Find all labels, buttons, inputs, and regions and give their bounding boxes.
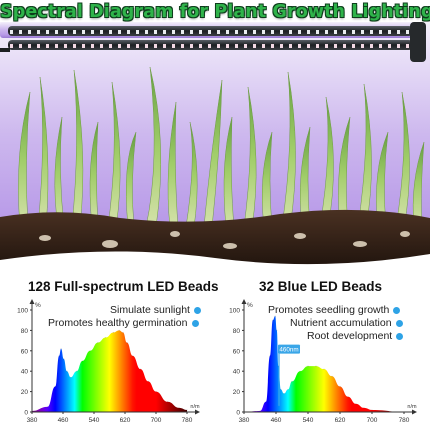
- data-point: [259, 410, 261, 412]
- data-point: [283, 393, 285, 395]
- bullet-dot-icon: [191, 319, 199, 327]
- led-light-bars: [0, 22, 426, 62]
- x-tick-label: 780: [182, 417, 193, 424]
- y-tick-label: 0: [236, 410, 240, 417]
- bullet-dot-icon: [393, 306, 401, 314]
- seedlings: [18, 66, 425, 228]
- note-text: Promotes seedling growth: [268, 304, 390, 316]
- y-tick-label: 20: [21, 389, 29, 396]
- x-tick-label: 460: [271, 417, 282, 424]
- data-point: [58, 355, 60, 357]
- data-point: [60, 348, 62, 350]
- x-tick-label: 380: [27, 417, 38, 424]
- bullet-dot-icon: [395, 319, 403, 327]
- data-point: [89, 350, 91, 352]
- panel-2-title: 32 Blue LED Beads: [259, 279, 383, 294]
- y-tick-label: 20: [233, 389, 241, 396]
- data-point: [307, 365, 309, 367]
- data-point: [46, 406, 49, 408]
- y-tick-label: 40: [21, 369, 29, 376]
- data-point: [272, 319, 274, 321]
- page-title: Spectral Diagram for Plant Growth Lighti…: [0, 2, 430, 22]
- data-point: [331, 375, 333, 377]
- data-point: [139, 368, 142, 370]
- data-point: [363, 407, 365, 409]
- data-point: [70, 376, 72, 378]
- data-point: [371, 409, 373, 411]
- data-point: [75, 370, 78, 372]
- y-tick-label: 100: [229, 308, 240, 315]
- x-tick-label: 460: [58, 417, 69, 424]
- data-point: [155, 391, 157, 393]
- x-tick-label: 700: [367, 417, 378, 424]
- marker-label: 460nm: [279, 346, 298, 353]
- data-point: [126, 342, 128, 344]
- note-text: Nutrient accumulation: [290, 317, 392, 329]
- data-point: [299, 370, 301, 372]
- data-point: [280, 388, 282, 391]
- data-point: [66, 370, 68, 372]
- data-point: [118, 329, 120, 331]
- data-point: [315, 365, 317, 367]
- wave-divider: [0, 251, 430, 272]
- plant-growth-photo: [0, 22, 430, 272]
- note-text: Simulate sunlight: [110, 304, 190, 316]
- y-axis-label: %: [35, 302, 41, 309]
- x-tick-label: 540: [89, 417, 100, 424]
- full-spectrum-chart: 0 20 40 60 80 100 380 460 540 620 700 780% n/m: [17, 299, 200, 424]
- data-point: [186, 409, 188, 411]
- x-tick-label: 540: [303, 417, 314, 424]
- data-point: [347, 396, 349, 398]
- note-nutrient: Nutrient accumulation: [290, 317, 403, 329]
- note-root: Root development: [307, 330, 404, 342]
- data-point: [274, 315, 276, 317]
- data-point: [269, 355, 271, 357]
- y-axis-label: %: [247, 302, 253, 309]
- x-tick-label: 780: [399, 417, 410, 424]
- y-tick-label: 0: [24, 410, 28, 417]
- data-point: [355, 403, 357, 405]
- data-point: [323, 368, 325, 370]
- marker-badge: [278, 344, 300, 354]
- data-point: [81, 360, 83, 362]
- note-germination: Promotes healthy germination: [48, 317, 199, 329]
- x-tick-label: 620: [120, 417, 131, 424]
- note-seedling-growth: Promotes seedling growth: [268, 304, 401, 316]
- note-text: Promotes healthy germination: [48, 317, 188, 329]
- data-point: [339, 385, 341, 388]
- bullet-dot-icon: [396, 332, 404, 340]
- note-simulate-sunlight: Simulate sunlight: [110, 304, 201, 316]
- note-text: Root development: [307, 330, 393, 342]
- blue-spectrum-chart: 0 20 40 60 80 100 380 460 540 620 700 780% n/m 460nm: [229, 299, 417, 424]
- data-point: [276, 329, 278, 331]
- data-point: [97, 342, 99, 344]
- data-point: [112, 331, 114, 334]
- y-tick-label: 60: [21, 348, 29, 355]
- y-tick-label: 80: [233, 328, 241, 335]
- data-point: [63, 358, 65, 360]
- data-point: [105, 336, 107, 339]
- data-point: [122, 331, 124, 334]
- x-tick-label: 620: [335, 417, 346, 424]
- x-axis-label: n/m: [407, 404, 417, 410]
- spectrum-area: [244, 316, 404, 412]
- data-point: [132, 355, 134, 357]
- x-tick-label: 380: [239, 417, 250, 424]
- x-axis-label: n/m: [190, 404, 200, 410]
- spectrum-area: [32, 330, 187, 412]
- y-tick-label: 80: [21, 328, 29, 335]
- bullet-dot-icon: [193, 306, 201, 314]
- data-point: [167, 401, 169, 403]
- panel-1-title: 128 Full-spectrum LED Beads: [28, 279, 219, 294]
- data-point: [54, 385, 56, 388]
- y-tick-label: 60: [233, 348, 241, 355]
- data-point: [265, 401, 267, 403]
- y-tick-label: 100: [17, 308, 28, 315]
- data-point: [178, 407, 180, 409]
- data-point: [291, 380, 293, 382]
- data-point: [287, 388, 289, 391]
- data-point: [147, 380, 149, 382]
- x-tick-label: 700: [151, 417, 162, 424]
- y-tick-label: 40: [233, 369, 241, 376]
